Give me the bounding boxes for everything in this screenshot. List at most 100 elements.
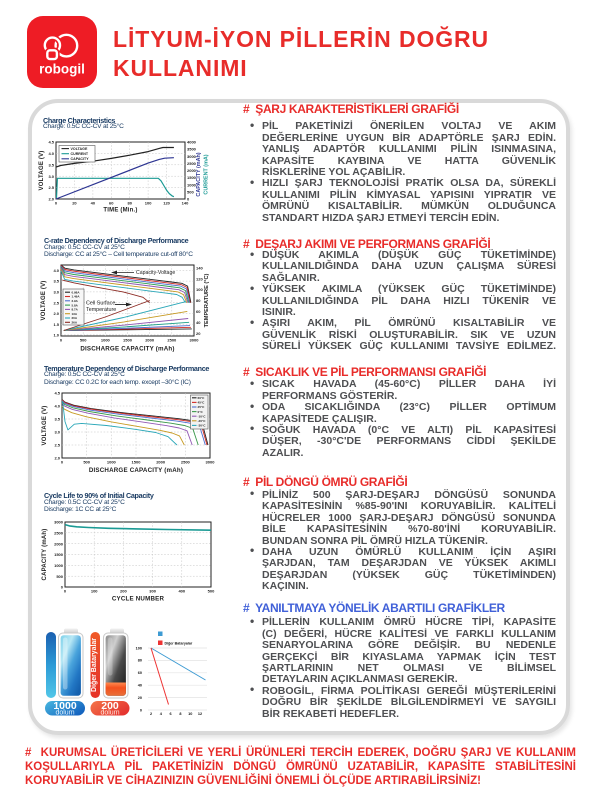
svg-text:3.0: 3.0	[53, 289, 59, 294]
svg-text:-10°C: -10°C	[198, 414, 207, 418]
svg-text:500: 500	[56, 574, 63, 579]
svg-text:13A: 13A	[72, 312, 78, 316]
svg-text:26A: 26A	[72, 321, 78, 325]
svg-text:1000: 1000	[107, 459, 117, 464]
svg-text:12: 12	[198, 712, 202, 716]
svg-text:-20°C: -20°C	[198, 419, 207, 423]
svg-text:2.5: 2.5	[54, 443, 60, 448]
svg-text:2000: 2000	[145, 337, 155, 342]
svg-text:100: 100	[91, 588, 98, 593]
svg-text:3.5: 3.5	[48, 162, 54, 167]
svg-text:2000: 2000	[156, 459, 166, 464]
svg-text:CAPACITY (mAh): CAPACITY (mAh)	[196, 152, 202, 196]
svg-text:CAPACITY: CAPACITY	[71, 157, 90, 161]
svg-text:VOLTAGE (V): VOLTAGE (V)	[41, 281, 47, 321]
svg-text:1000: 1000	[54, 563, 64, 568]
svg-text:60°C: 60°C	[198, 396, 206, 400]
svg-text:2: 2	[150, 712, 152, 716]
svg-text:0: 0	[140, 708, 142, 712]
svg-text:140: 140	[196, 265, 203, 270]
svg-text:4.5: 4.5	[54, 391, 60, 396]
svg-text:CAPACITY (mAh): CAPACITY (mAh)	[42, 529, 48, 581]
svg-text:Capacity-Voltage: Capacity-Voltage	[136, 270, 175, 276]
svg-text:400: 400	[178, 588, 185, 593]
svg-text:3.0: 3.0	[48, 174, 54, 179]
svg-text:20: 20	[196, 331, 201, 336]
svg-text:VOLTAGE: VOLTAGE	[71, 147, 88, 151]
svg-text:2500: 2500	[181, 459, 191, 464]
svg-text:10: 10	[188, 712, 192, 716]
svg-text:0: 0	[187, 197, 190, 202]
svg-text:TEMPERATURE (°C): TEMPERATURE (°C)	[204, 274, 210, 328]
svg-text:20A: 20A	[72, 316, 78, 320]
svg-text:2500: 2500	[167, 337, 177, 342]
svg-text:120: 120	[196, 276, 203, 281]
svg-text:20: 20	[72, 200, 77, 205]
svg-text:3.5: 3.5	[53, 279, 59, 284]
svg-text:1500: 1500	[132, 459, 142, 464]
svg-text:80: 80	[196, 298, 201, 303]
svg-text:2500: 2500	[187, 161, 197, 166]
svg-text:2000: 2000	[187, 168, 197, 173]
svg-text:500: 500	[83, 459, 90, 464]
svg-text:4.0: 4.0	[53, 268, 59, 273]
svg-text:2.0: 2.0	[48, 197, 54, 202]
svg-text:-30°C: -30°C	[198, 424, 207, 428]
svg-text:40: 40	[196, 320, 201, 325]
svg-text:dolum: dolum	[55, 710, 74, 717]
svg-text:45°C: 45°C	[198, 401, 206, 405]
svg-text:1500: 1500	[54, 552, 64, 557]
svg-text:0.98A: 0.98A	[72, 290, 81, 294]
svg-text:1000: 1000	[53, 700, 77, 712]
svg-text:2.0: 2.0	[54, 456, 60, 461]
svg-text:25°C: 25°C	[198, 405, 206, 409]
svg-text:4.0: 4.0	[54, 404, 60, 409]
svg-text:2.9A: 2.9A	[72, 299, 79, 303]
svg-text:4: 4	[160, 712, 163, 716]
svg-text:2.0: 2.0	[53, 311, 59, 316]
svg-text:60: 60	[109, 200, 114, 205]
svg-text:0: 0	[55, 200, 58, 205]
svg-text:0: 0	[61, 459, 64, 464]
svg-text:1.0: 1.0	[53, 333, 59, 338]
svg-text:20: 20	[138, 696, 142, 700]
svg-text:CYCLE NUMBER: CYCLE NUMBER	[112, 596, 165, 603]
svg-text:140: 140	[182, 200, 189, 205]
svg-text:1500: 1500	[187, 175, 197, 180]
svg-text:VOLTAGE (V): VOLTAGE (V)	[39, 151, 45, 191]
svg-text:200: 200	[101, 700, 119, 712]
svg-text:4.5: 4.5	[48, 140, 54, 145]
svg-text:0°C: 0°C	[198, 410, 204, 414]
svg-text:3000: 3000	[54, 520, 64, 525]
svg-text:4000: 4000	[187, 140, 197, 145]
svg-text:3000: 3000	[190, 337, 200, 342]
svg-text:Diğer Bataryalar: Diğer Bataryalar	[165, 641, 193, 645]
svg-text:500: 500	[208, 588, 215, 593]
svg-text:dolum: dolum	[100, 710, 119, 717]
svg-text:2.5: 2.5	[53, 300, 59, 305]
svg-text:100: 100	[136, 646, 142, 650]
svg-text:0: 0	[61, 585, 64, 590]
svg-text:100: 100	[196, 287, 203, 292]
svg-text:1000: 1000	[101, 337, 111, 342]
svg-text:CURRENT (mA): CURRENT (mA)	[204, 154, 210, 194]
svg-text:0: 0	[64, 588, 67, 593]
svg-text:0: 0	[60, 337, 63, 342]
svg-text:3.5: 3.5	[54, 417, 60, 422]
svg-text:VOLTAGE (V): VOLTAGE (V)	[42, 406, 48, 446]
svg-text:Diğer Bataryalar: Diğer Bataryalar	[91, 638, 98, 692]
svg-text:4.0: 4.0	[48, 151, 54, 156]
svg-text:8.7A: 8.7A	[72, 308, 79, 312]
svg-text:80: 80	[138, 659, 142, 663]
svg-text:40: 40	[138, 684, 142, 688]
svg-text:1000: 1000	[187, 182, 197, 187]
svg-text:500: 500	[80, 337, 87, 342]
svg-text:1.5: 1.5	[53, 322, 59, 327]
svg-text:6: 6	[170, 712, 172, 716]
svg-text:3000: 3000	[187, 154, 197, 159]
svg-text:1500: 1500	[123, 337, 133, 342]
svg-text:60: 60	[196, 309, 201, 314]
svg-text:2.5: 2.5	[48, 185, 54, 190]
svg-text:3.0: 3.0	[54, 430, 60, 435]
svg-text:60: 60	[138, 671, 142, 675]
